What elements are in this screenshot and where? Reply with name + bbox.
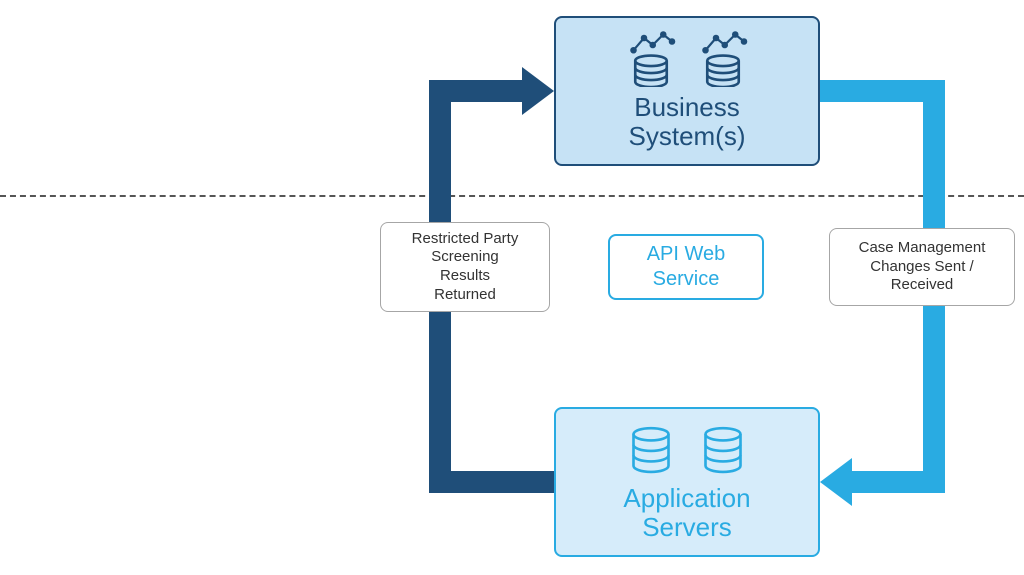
- right-label-l3: Received: [859, 276, 986, 295]
- analytics-db-icon: [623, 31, 679, 87]
- api-line2: Service: [647, 267, 726, 292]
- analytics-db-icon: [695, 31, 751, 87]
- left-label-l3: Results: [412, 267, 519, 286]
- left-label-l4: Returned: [412, 286, 519, 305]
- right-label-l2: Changes Sent /: [859, 258, 986, 277]
- right-label-l1: Case Management: [859, 239, 986, 258]
- business-systems-node: Business System(s): [554, 16, 820, 166]
- db-stack-icon: [695, 422, 751, 478]
- db-stack-icon: [623, 422, 679, 478]
- business-icons: [623, 31, 751, 87]
- left-label-l1: Restricted Party: [412, 230, 519, 249]
- application-servers-node: Application Servers: [554, 407, 820, 557]
- left-label-l2: Screening: [412, 248, 519, 267]
- appservers-title-line1: Application: [623, 484, 750, 513]
- business-title-line2: System(s): [629, 122, 746, 151]
- right-flow-label: Case Management Changes Sent / Received: [829, 228, 1015, 306]
- api-web-service-node: API Web Service: [608, 234, 764, 300]
- divider-line: [0, 195, 1024, 197]
- appservers-icons: [623, 422, 751, 478]
- api-line1: API Web: [647, 242, 726, 267]
- left-flow-label: Restricted Party Screening Results Retur…: [380, 222, 550, 312]
- business-title-line1: Business: [634, 93, 740, 122]
- appservers-title-line2: Servers: [642, 513, 732, 542]
